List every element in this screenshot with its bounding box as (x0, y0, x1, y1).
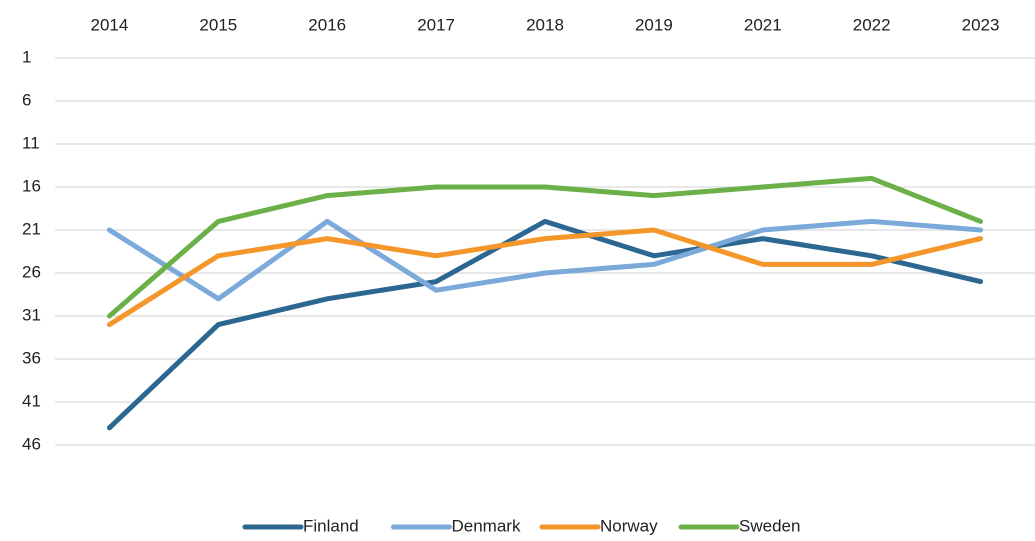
x-tick-label: 2022 (853, 15, 891, 34)
y-tick-label: 21 (22, 219, 41, 238)
legend-label: Norway (600, 516, 658, 535)
y-tick-label: 41 (22, 391, 41, 410)
y-tick-label: 6 (22, 90, 31, 109)
y-tick-label: 16 (22, 176, 41, 195)
series-line (106, 218, 984, 431)
series-line (106, 227, 984, 328)
series-line (106, 175, 984, 319)
x-tick-label: 2023 (962, 15, 1000, 34)
legend-label: Denmark (452, 516, 521, 535)
x-tick-label: 2021 (744, 15, 782, 34)
y-tick-label: 1 (22, 47, 31, 66)
x-tick-label: 2016 (308, 15, 346, 34)
y-tick-label: 26 (22, 262, 41, 281)
legend-label: Sweden (739, 516, 800, 535)
y-tick-label: 11 (22, 133, 40, 152)
y-tick-label: 36 (22, 348, 41, 367)
x-tick-label: 2015 (199, 15, 237, 34)
x-tick-label: 2017 (417, 15, 455, 34)
y-tick-label: 46 (22, 434, 41, 453)
legend-label: Finland (303, 516, 359, 535)
series-line (106, 218, 984, 302)
x-tick-label: 2018 (526, 15, 564, 34)
y-tick-label: 31 (22, 305, 41, 324)
x-tick-label: 2014 (91, 15, 129, 34)
x-tick-label: 2019 (635, 15, 673, 34)
